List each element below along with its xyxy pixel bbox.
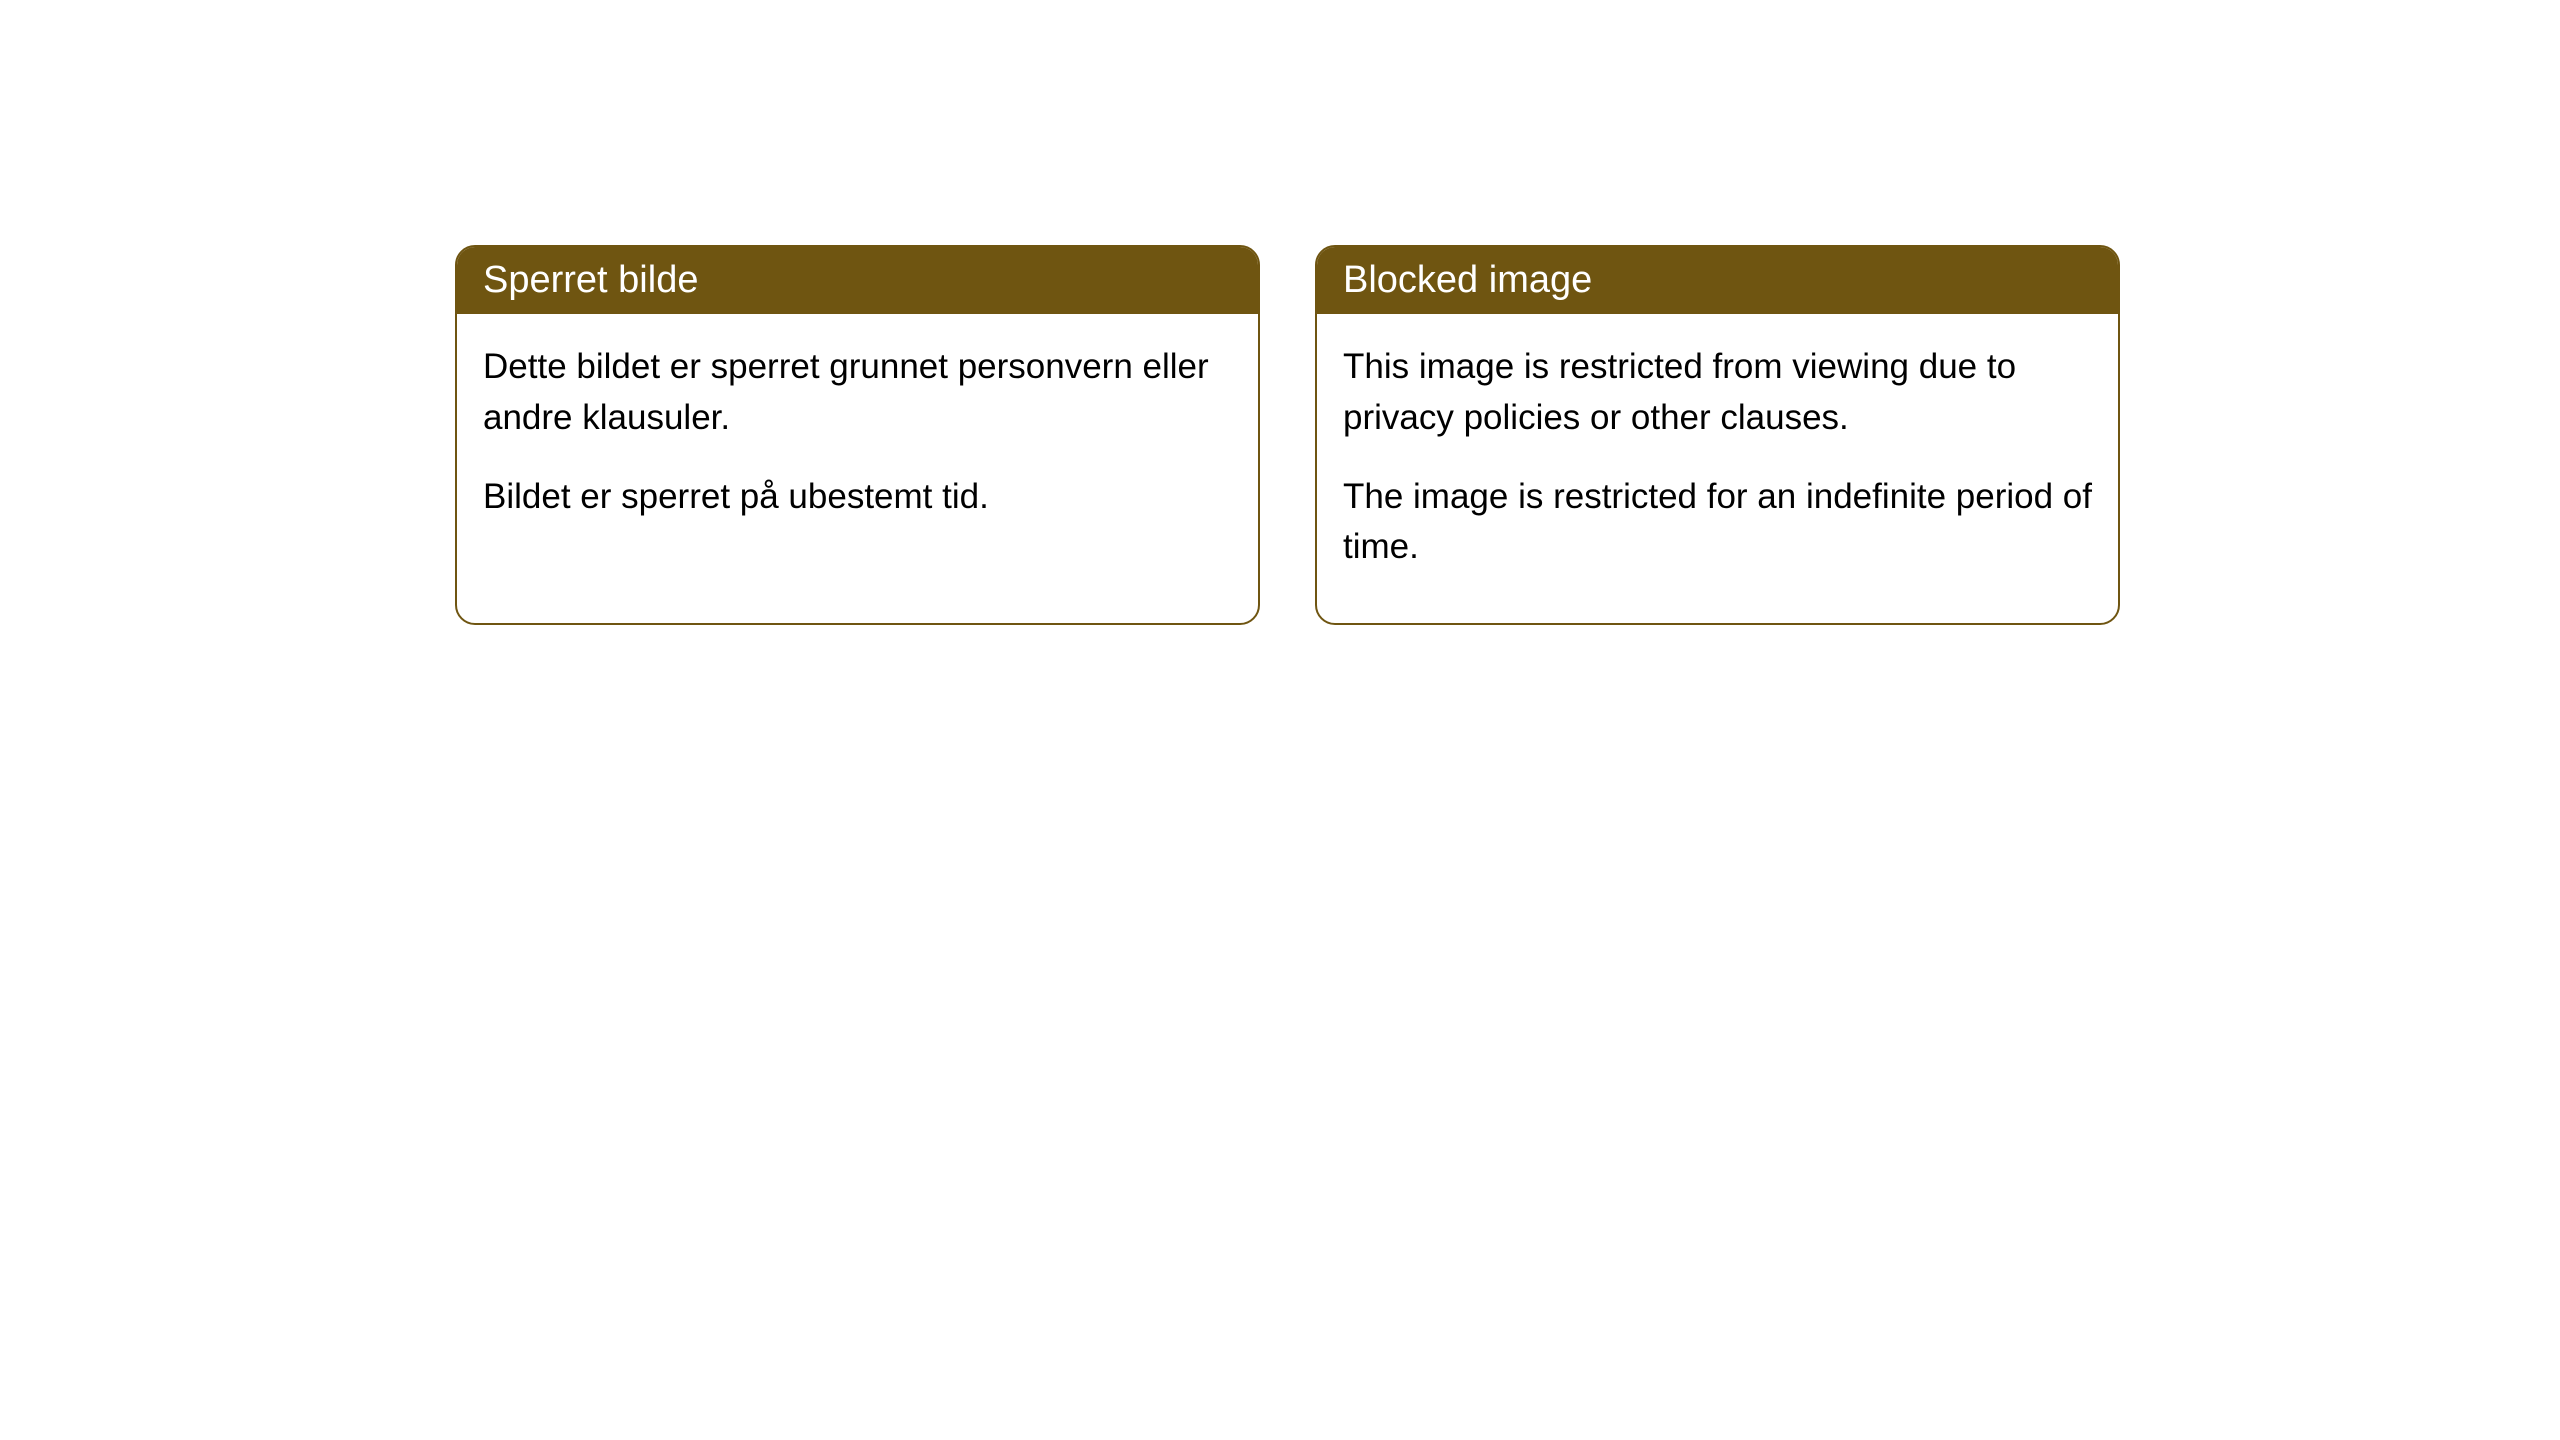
card-paragraph: This image is restricted from viewing du… [1343,342,2092,444]
card-header-english: Blocked image [1317,247,2118,314]
blocked-image-card-norwegian: Sperret bilde Dette bildet er sperret gr… [455,245,1260,625]
card-title: Sperret bilde [483,259,698,301]
card-body-english: This image is restricted from viewing du… [1317,314,2118,623]
blocked-image-card-english: Blocked image This image is restricted f… [1315,245,2120,625]
card-paragraph: The image is restricted for an indefinit… [1343,472,2092,574]
card-title: Blocked image [1343,259,1592,301]
card-paragraph: Bildet er sperret på ubestemt tid. [483,472,1232,523]
card-header-norwegian: Sperret bilde [457,247,1258,314]
card-paragraph: Dette bildet er sperret grunnet personve… [483,342,1232,444]
card-body-norwegian: Dette bildet er sperret grunnet personve… [457,314,1258,572]
notice-cards-container: Sperret bilde Dette bildet er sperret gr… [455,245,2560,625]
